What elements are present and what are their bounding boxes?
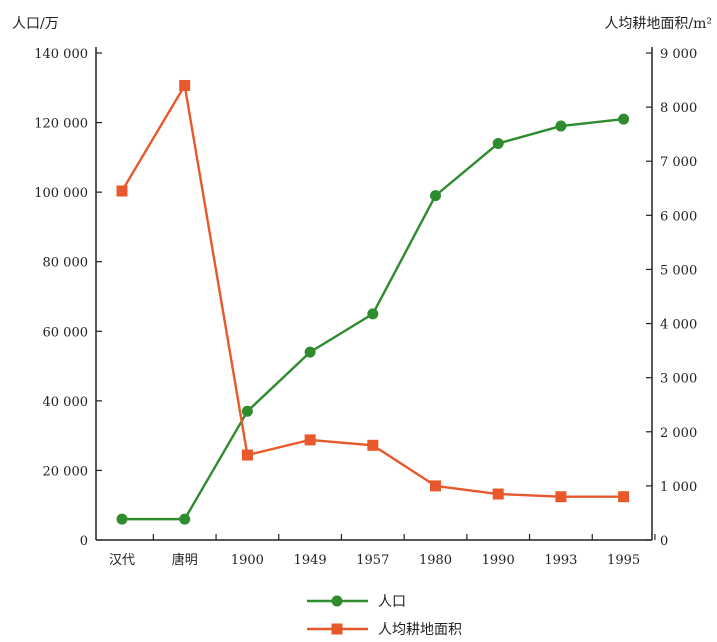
data-point (116, 185, 128, 197)
legend-marker (331, 623, 343, 635)
data-point (116, 513, 128, 525)
left-axis-tick-label: 60 000 (43, 325, 89, 340)
x-axis-tick-label: 1957 (356, 553, 389, 568)
data-point (555, 491, 567, 503)
series-line (120, 84, 624, 498)
data-point (430, 480, 441, 492)
data-point (618, 113, 630, 125)
series-group (116, 113, 630, 525)
data-point (304, 346, 316, 358)
x-axis-tick-label: 1993 (544, 553, 577, 568)
axes: 0 20 000 40 000 60 000 80 000 100 000 120 000 1… (34, 47, 697, 568)
left-axis-tick-label: 120 000 (34, 117, 88, 132)
series-group (116, 79, 630, 503)
right-axis-tick-label: 8 000 (660, 101, 697, 116)
right-axis-tick-label: 3 000 (660, 372, 697, 387)
x-axis-tick-label: 1900 (231, 553, 264, 568)
right-axis-tick-label: 7 000 (660, 155, 697, 170)
data-point (618, 491, 630, 503)
right-axis-title: 人均耕地面积/m² (604, 15, 712, 32)
x-axis-tick-label: 唐明 (172, 552, 198, 568)
x-axis-tick-label: 1980 (419, 553, 452, 568)
data-point (179, 79, 191, 91)
x-axis-tick-label: 1949 (294, 553, 327, 568)
right-axis-tick-label: 0 (660, 534, 668, 549)
data-point (492, 488, 504, 500)
legend-item: 人口 (307, 594, 406, 610)
right-axis-tick-label: 2 000 (660, 426, 697, 441)
data-point (367, 308, 379, 320)
left-axis-tick-label: 80 000 (43, 256, 89, 271)
x-axis-tick-label: 1990 (482, 553, 515, 568)
x-axis-tick-label: 1995 (607, 553, 640, 568)
legend-label: 人均耕地面积 (378, 621, 462, 638)
left-axis-tick-label: 20 000 (43, 464, 89, 479)
legend-label: 人口 (378, 594, 406, 610)
data-point (241, 449, 253, 461)
data-point (555, 120, 567, 132)
series-layer (116, 79, 630, 525)
right-axis-tick-label: 1 000 (660, 480, 697, 495)
data-point (492, 137, 504, 149)
left-axis-tick-label: 100 000 (34, 186, 88, 201)
legend-item: 人均耕地面积 (307, 621, 462, 638)
legend-marker (331, 595, 343, 607)
data-point (430, 190, 441, 202)
data-point (179, 513, 191, 525)
right-axis-tick-label: 6 000 (660, 209, 697, 224)
data-point (304, 434, 316, 446)
left-axis-tick-label: 40 000 (43, 395, 89, 410)
data-point (241, 405, 253, 417)
right-axis-tick-label: 4 000 (660, 318, 697, 333)
right-axis-tick-label: 5 000 (660, 263, 697, 278)
left-axis-tick-label: 0 (80, 534, 88, 549)
left-axis-tick-label: 140 000 (34, 47, 88, 62)
right-axis-tick-label: 9 000 (660, 47, 697, 62)
x-axis-tick-label: 汉代 (109, 553, 135, 568)
data-point (367, 439, 379, 451)
left-axis-title: 人口/万 (12, 16, 59, 32)
